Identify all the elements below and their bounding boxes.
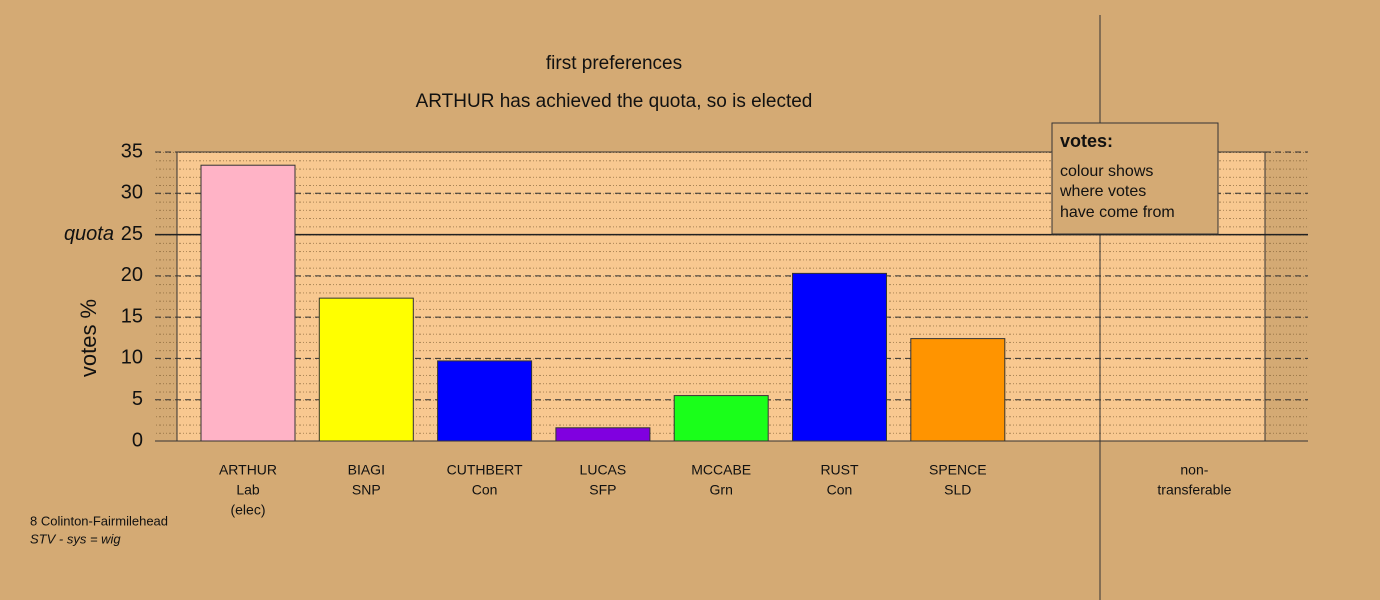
- x-tick-label: MCCABE: [691, 462, 751, 478]
- y-axis-label: votes %: [76, 299, 101, 377]
- chart-title: first preferences: [546, 53, 682, 74]
- y-tick-label: 5: [132, 388, 143, 410]
- bar: [792, 272, 887, 442]
- y-tick-label: 15: [121, 305, 143, 327]
- x-tick-label: ARTHUR: [219, 462, 277, 478]
- bar: [555, 427, 651, 442]
- chart-subtitle: ARTHUR has achieved the quota, so is ele…: [416, 91, 813, 112]
- quota-label: quota: [64, 223, 114, 245]
- bar: [910, 338, 1006, 442]
- x-tick-label: LUCAS: [580, 462, 627, 478]
- bar: [437, 360, 533, 442]
- legend-box: [1051, 122, 1219, 235]
- y-tick-label: 20: [121, 264, 143, 286]
- bar: [673, 395, 769, 442]
- y-tick-label: 30: [121, 182, 143, 204]
- y-tick-label: 35: [121, 140, 143, 162]
- x-tick-label: SLD: [944, 482, 971, 498]
- x-tick-label: non-: [1180, 462, 1208, 478]
- x-tick-label: (elec): [230, 502, 265, 518]
- x-tick-label: Lab: [236, 482, 260, 498]
- x-tick-label: SNP: [352, 482, 381, 498]
- x-tick-label: CUTHBERT: [447, 462, 523, 478]
- legend-title: votes:: [1060, 131, 1113, 151]
- x-tick-label: transferable: [1157, 482, 1231, 498]
- x-tick-label: SPENCE: [929, 462, 987, 478]
- x-tick-label: Con: [827, 482, 853, 498]
- y-tick-label: 25: [121, 223, 143, 245]
- footer-line: STV - sys = wig: [30, 531, 121, 546]
- y-tick-label: 0: [132, 429, 143, 451]
- x-tick-label: SFP: [589, 482, 616, 498]
- legend-line: colour shows: [1060, 163, 1153, 180]
- legend-line: where votes: [1059, 183, 1146, 200]
- legend-line: have come from: [1060, 204, 1175, 221]
- bar: [200, 164, 296, 442]
- bar: [318, 297, 414, 442]
- x-tick-label: RUST: [820, 462, 859, 478]
- bars: 0 5 10 15 20 25 30 35 quota ARTHUR Lab (elec) BIAGI S…: [64, 140, 1308, 518]
- x-tick-label: Grn: [710, 482, 733, 498]
- footer-line: 8 Colinton-Fairmilehead: [30, 513, 168, 528]
- x-tick-label: Con: [472, 482, 498, 498]
- x-tick-label: BIAGI: [348, 462, 385, 478]
- y-tick-label: 10: [121, 347, 143, 369]
